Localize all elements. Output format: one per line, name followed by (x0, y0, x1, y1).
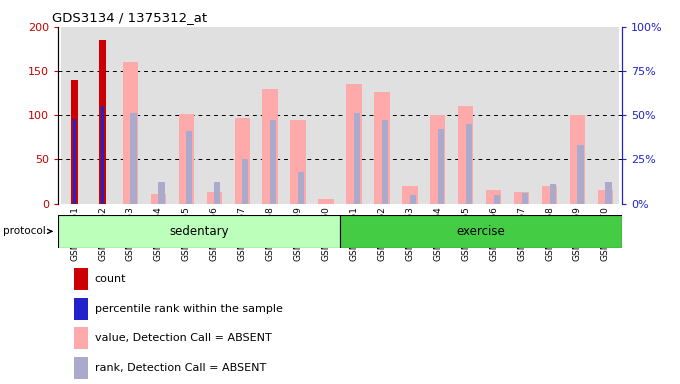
Bar (542, 186, 557, 204)
Bar (201, 27, 228, 204)
Text: rank, Detection Call = ABSENT: rank, Detection Call = ABSENT (95, 363, 266, 373)
Bar (284, 27, 312, 204)
Bar (74, 357, 88, 379)
Bar (340, 215, 622, 248)
Bar (262, 89, 278, 204)
Bar (312, 27, 340, 204)
Bar (340, 27, 368, 204)
Bar (466, 124, 472, 204)
Bar (402, 186, 418, 204)
Bar (570, 115, 585, 204)
Text: GDS3134 / 1375312_at: GDS3134 / 1375312_at (52, 11, 207, 24)
Text: protocol: protocol (3, 226, 52, 237)
Bar (522, 193, 528, 204)
Text: value, Detection Call = ABSENT: value, Detection Call = ABSENT (95, 333, 271, 343)
Bar (382, 121, 388, 204)
Bar (374, 92, 390, 204)
Bar (172, 27, 201, 204)
Bar (116, 27, 144, 204)
Bar (396, 27, 424, 204)
Bar (318, 199, 334, 204)
Bar (131, 113, 137, 204)
Bar (58, 215, 340, 248)
Bar (549, 184, 556, 204)
Bar (368, 27, 396, 204)
Bar (605, 182, 611, 204)
Bar (430, 115, 445, 204)
Bar (179, 114, 194, 204)
Bar (158, 182, 165, 204)
Bar (536, 27, 564, 204)
Bar (270, 121, 276, 204)
Bar (74, 327, 88, 349)
Bar (486, 190, 501, 204)
Text: percentile rank within the sample: percentile rank within the sample (95, 304, 282, 314)
Bar (564, 27, 592, 204)
Bar (458, 106, 473, 204)
Bar (71, 80, 78, 204)
Bar (207, 192, 222, 204)
Bar (438, 129, 444, 204)
Bar (298, 172, 304, 204)
Bar (74, 298, 88, 320)
Bar (290, 120, 306, 204)
Bar (598, 190, 613, 204)
Bar (424, 27, 452, 204)
Bar (514, 192, 529, 204)
Bar (214, 182, 220, 204)
Bar (592, 27, 619, 204)
Bar (410, 195, 416, 204)
Bar (256, 27, 284, 204)
Bar (354, 113, 360, 204)
Bar (228, 27, 256, 204)
Bar (577, 145, 583, 204)
Text: count: count (95, 275, 126, 285)
Bar (74, 268, 88, 290)
Bar (99, 40, 105, 204)
Bar (242, 159, 248, 204)
Bar (479, 27, 508, 204)
Bar (73, 119, 76, 204)
Bar (61, 27, 88, 204)
Bar (151, 194, 166, 204)
Text: exercise: exercise (457, 225, 505, 238)
Bar (186, 131, 192, 204)
Bar (346, 84, 362, 204)
Bar (88, 27, 116, 204)
Bar (123, 62, 138, 204)
Bar (235, 118, 250, 204)
Text: sedentary: sedentary (169, 225, 228, 238)
Bar (452, 27, 479, 204)
Bar (101, 106, 104, 204)
Bar (144, 27, 172, 204)
Bar (494, 195, 500, 204)
Bar (508, 27, 536, 204)
